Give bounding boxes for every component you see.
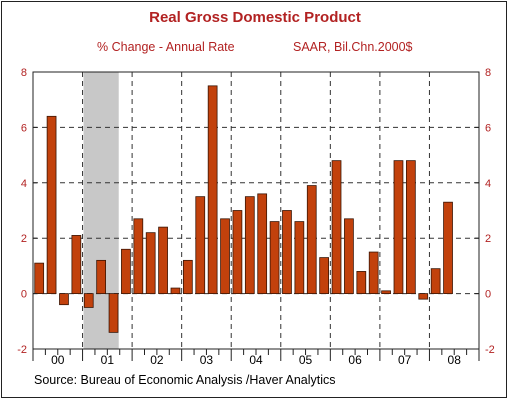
xtick-label-07: 07: [398, 353, 412, 367]
bar-02Q1: [133, 218, 144, 294]
bar-07Q4: [418, 293, 429, 300]
bar-06Q1: [331, 160, 342, 295]
xtick-label-06: 06: [348, 353, 362, 367]
bar-05Q1: [282, 210, 292, 294]
bar-00Q1: [34, 262, 45, 295]
bar-03Q1: [182, 259, 193, 294]
xtick-label-08: 08: [448, 353, 462, 367]
ytick-label-left--2: -2: [17, 344, 27, 356]
chart-subtitle-series: SAAR, Bil.Chn.2000$: [293, 40, 413, 54]
bar-07Q2: [393, 160, 404, 295]
xtick-label-00: 00: [51, 353, 65, 367]
bar-03Q4: [220, 218, 230, 294]
ytick-label-right--2: -2: [485, 344, 495, 356]
bar-04Q4: [269, 221, 280, 294]
xtick-label-01: 01: [101, 353, 115, 367]
ytick-label-left-2: 2: [21, 233, 27, 245]
xtick-label-05: 05: [299, 353, 313, 367]
ytick-label-right-6: 6: [485, 122, 491, 134]
bar-05Q2: [294, 221, 305, 294]
bar-01Q4: [121, 248, 131, 294]
ytick-label-left-8: 8: [21, 67, 27, 79]
ytick-label-right-8: 8: [485, 67, 491, 79]
bar-03Q2: [195, 196, 206, 294]
ytick-label-left-6: 6: [21, 122, 27, 134]
bar-00Q3: [59, 293, 69, 306]
ytick-label-left-4: 4: [21, 178, 27, 190]
ytick-label-right-0: 0: [485, 289, 491, 301]
ytick-label-right-4: 4: [485, 178, 491, 190]
bar-07Q1: [381, 290, 391, 294]
xtick-label-02: 02: [150, 353, 164, 367]
bar-08Q2: [443, 201, 453, 295]
chart-subtitle-units: % Change - Annual Rate: [97, 40, 235, 54]
bar-02Q3: [158, 226, 168, 294]
bar-05Q4: [319, 257, 329, 294]
bar-06Q3: [356, 271, 367, 295]
bar-06Q4: [368, 251, 379, 295]
bar-02Q2: [145, 232, 156, 295]
bar-00Q4: [71, 235, 82, 294]
ytick-label-left-0: 0: [21, 289, 27, 301]
bar-04Q3: [257, 193, 268, 295]
bar-01Q1: [83, 293, 94, 308]
ytick-label-right-2: 2: [485, 233, 491, 245]
xtick-label-04: 04: [249, 353, 263, 367]
bar-08Q1: [430, 268, 441, 295]
bar-07Q3: [405, 160, 416, 295]
bar-01Q3: [108, 293, 119, 333]
chart-title: Real Gross Domestic Product: [149, 9, 361, 26]
bar-06Q2: [344, 218, 354, 294]
source-note: Source: Bureau of Economic Analysis /Hav…: [34, 373, 336, 387]
bar-04Q1: [232, 210, 243, 294]
bar-03Q3: [207, 85, 218, 294]
bar-02Q4: [170, 287, 181, 294]
bar-04Q2: [244, 196, 255, 294]
bar-01Q2: [96, 259, 107, 294]
bar-05Q3: [306, 185, 317, 295]
xtick-label-03: 03: [200, 353, 214, 367]
bar-00Q2: [46, 115, 57, 294]
